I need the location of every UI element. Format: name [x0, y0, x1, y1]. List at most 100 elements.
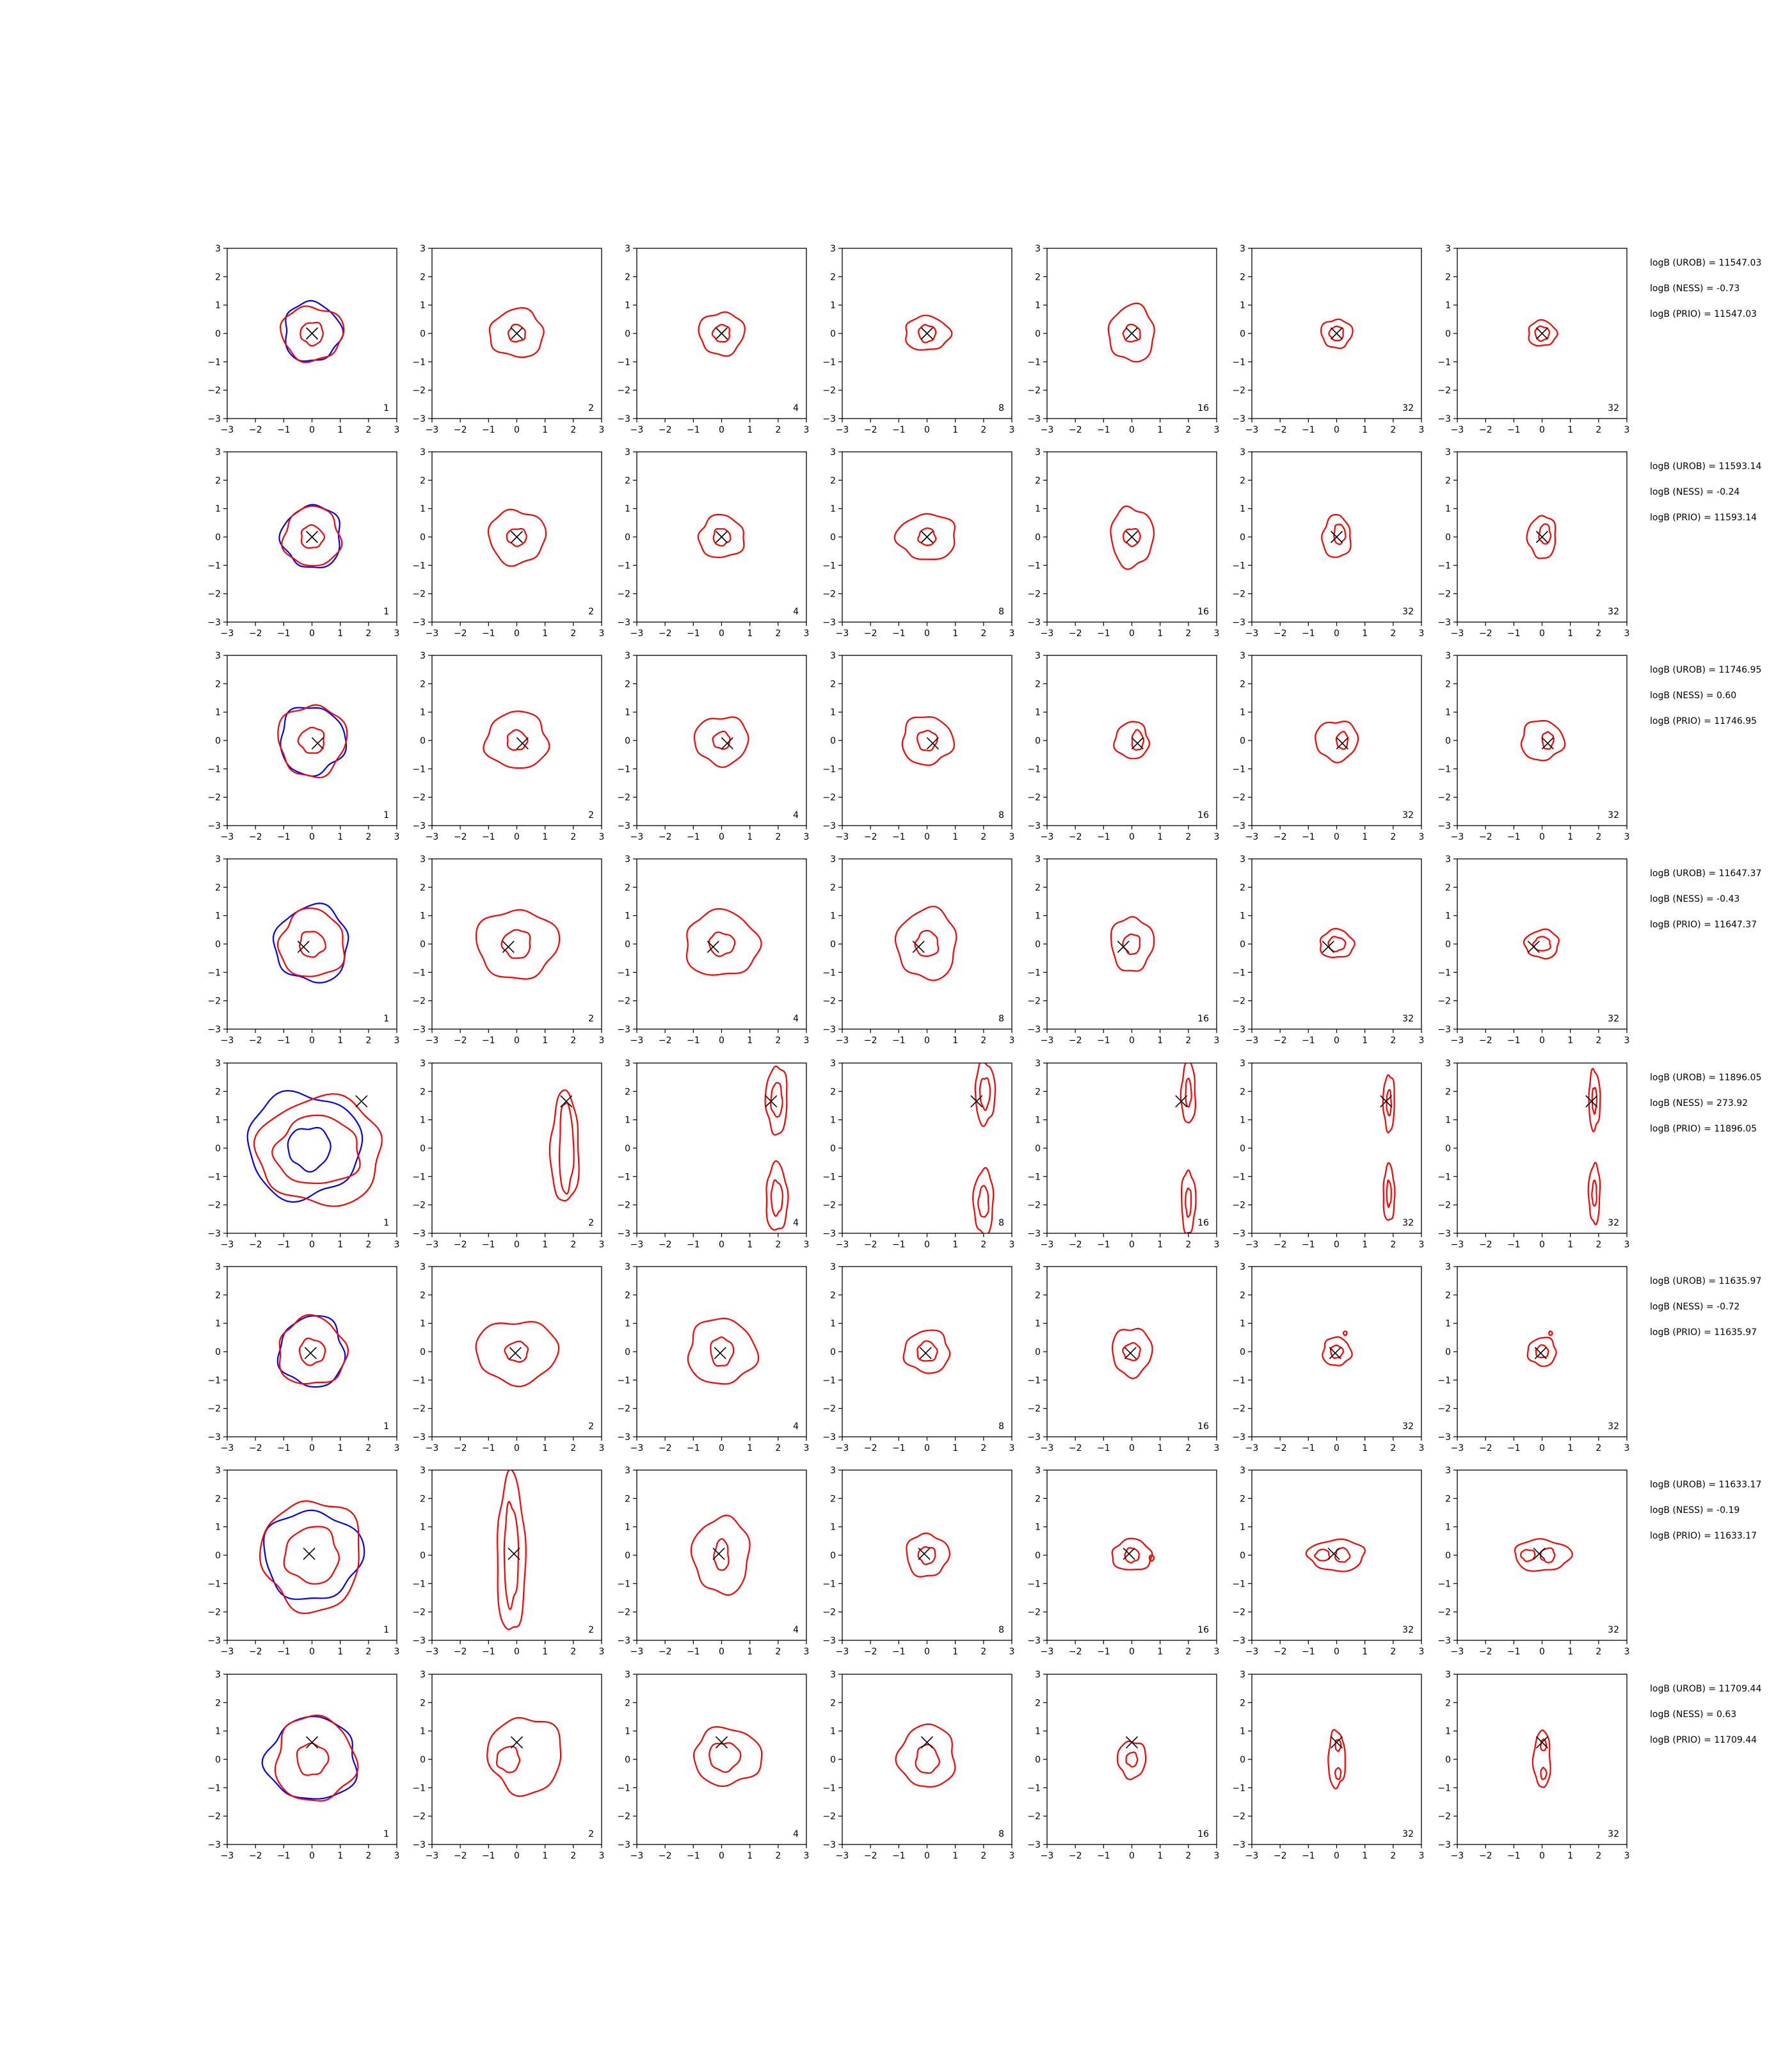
- red-contour-line: [1591, 1087, 1597, 1115]
- y-tick-label: −2: [207, 1201, 221, 1211]
- y-tick-label: 2: [1445, 679, 1451, 689]
- y-tick-label: −1: [412, 561, 426, 571]
- true-value-x-marker: [919, 1347, 932, 1359]
- subplot-r5-c4: −3−3 −2 −2 −1 −1 0 0 1 1 2 2 3 3 8: [822, 1059, 1014, 1250]
- x-tick-label: −3: [836, 1647, 849, 1657]
- x-tick-label: −2: [249, 425, 262, 435]
- y-tick-label: 0: [830, 329, 836, 339]
- x-tick-label: 2: [980, 1036, 986, 1046]
- y-tick-label: 0: [625, 940, 630, 950]
- y-tick-label: 2: [420, 1290, 426, 1300]
- y-tick-label: 0: [1240, 1144, 1245, 1154]
- x-tick-label: −1: [687, 1851, 700, 1861]
- x-tick-label: −3: [630, 1036, 644, 1046]
- y-tick-label: −2: [412, 1812, 426, 1822]
- y-tick-label: 1: [1035, 1727, 1041, 1737]
- x-tick-label: 0: [1539, 1036, 1545, 1046]
- x-tick-label: −3: [221, 1443, 234, 1453]
- y-tick-label: −3: [412, 618, 426, 628]
- y-tick-label: −1: [1027, 1783, 1041, 1793]
- true-value-x-marker: [920, 327, 934, 340]
- contour-group: [693, 1725, 763, 1787]
- red-contour-line: [893, 513, 956, 560]
- axes-frame: [1046, 858, 1217, 1030]
- contour-group: [1110, 916, 1155, 972]
- red-contour-line: [487, 508, 547, 567]
- true-value-x-marker: [1535, 327, 1549, 340]
- y-tick-label: 0: [1240, 940, 1245, 950]
- axes-frame: [842, 858, 1012, 1030]
- x-tick-label: −2: [454, 1443, 467, 1453]
- x-tick-label: 0: [1334, 1036, 1340, 1046]
- y-tick-label: −3: [822, 1229, 836, 1239]
- y-tick-label: −1: [617, 1579, 630, 1589]
- contour-group: [1116, 1740, 1147, 1780]
- y-tick-label: −1: [617, 968, 630, 978]
- red-contour-line: [504, 1340, 529, 1363]
- y-tick-label: 1: [420, 911, 426, 922]
- x-tick-label: 1: [952, 1443, 958, 1453]
- y-tick-label: −2: [412, 1201, 426, 1211]
- true-value-x-marker: [560, 1095, 573, 1108]
- panel-label: 8: [998, 810, 1004, 820]
- y-tick-label: 3: [420, 651, 426, 661]
- x-tick-label: −2: [1069, 425, 1082, 435]
- x-tick-label: 0: [924, 1036, 930, 1046]
- axes-frame: [1046, 1469, 1217, 1641]
- contour-group: [905, 314, 953, 351]
- red-contour-line: [1185, 1187, 1192, 1218]
- x-tick-label: 2: [1185, 1036, 1191, 1046]
- axes-frame: [1457, 1062, 1628, 1234]
- contour-group: [496, 1470, 527, 1631]
- x-tick-label: −2: [1479, 1851, 1492, 1861]
- panel-label: 2: [588, 403, 594, 413]
- red-contour-line: [1113, 721, 1151, 760]
- red-contour-line: [548, 1089, 580, 1202]
- x-tick-label: −3: [630, 1443, 644, 1453]
- x-tick-label: −2: [1274, 1036, 1287, 1046]
- y-tick-label: 3: [625, 447, 630, 458]
- red-contour-line: [297, 726, 325, 754]
- y-tick-label: −1: [1232, 561, 1245, 571]
- y-tick-label: 2: [830, 1494, 836, 1504]
- contour-group: [901, 716, 956, 766]
- y-tick-label: 3: [215, 1059, 221, 1069]
- y-tick-label: 3: [1240, 1059, 1245, 1069]
- x-tick-label: −2: [1479, 1647, 1492, 1657]
- y-tick-label: −2: [1027, 996, 1041, 1007]
- y-tick-label: −2: [822, 1404, 836, 1414]
- true-value-x-marker: [920, 1736, 934, 1748]
- y-tick-label: −3: [617, 1229, 630, 1239]
- x-tick-label: 2: [1596, 425, 1601, 435]
- x-tick-label: 3: [394, 628, 400, 639]
- red-contour-line: [906, 1532, 950, 1578]
- x-tick-label: −3: [221, 1647, 234, 1657]
- subplot-r8-c7: −3−3 −2 −2 −1 −1 0 0 1 1 2 2 3 3 32: [1437, 1670, 1629, 1861]
- x-tick-label: 1: [952, 425, 958, 435]
- y-tick-label: 0: [215, 1144, 221, 1154]
- panel-label: 32: [1402, 1625, 1414, 1635]
- x-tick-label: 2: [775, 1851, 781, 1861]
- y-tick-label: −2: [1027, 589, 1041, 600]
- y-tick-label: 0: [1035, 1144, 1041, 1154]
- x-tick-label: 0: [1539, 1240, 1545, 1250]
- panel-label: 8: [998, 1829, 1004, 1839]
- contour-group: [1520, 719, 1566, 762]
- y-tick-label: −1: [617, 1783, 630, 1793]
- x-tick-label: 3: [1009, 1443, 1015, 1453]
- x-tick-label: 3: [1419, 1036, 1425, 1046]
- x-tick-label: 3: [1214, 1851, 1220, 1861]
- x-tick-label: 3: [394, 1036, 400, 1046]
- x-tick-label: 2: [1185, 628, 1191, 639]
- subplot-r5-c5: −3−3 −2 −2 −1 −1 0 0 1 1 2 2 3 3 16: [1027, 1059, 1219, 1250]
- x-tick-label: 1: [1567, 1036, 1573, 1046]
- y-tick-label: −1: [1232, 1579, 1245, 1589]
- panel-label: 32: [1608, 1421, 1619, 1432]
- x-tick-label: 2: [1596, 1851, 1601, 1861]
- true-value-x-marker: [1125, 327, 1139, 340]
- subplot-r1-c3: −3−3 −2 −2 −1 −1 0 0 1 1 2 2 3 3 4: [617, 244, 809, 435]
- x-tick-label: 2: [570, 628, 576, 639]
- y-tick-label: 1: [420, 301, 426, 311]
- y-tick-label: −1: [1437, 1579, 1451, 1589]
- y-tick-label: 0: [830, 1551, 836, 1561]
